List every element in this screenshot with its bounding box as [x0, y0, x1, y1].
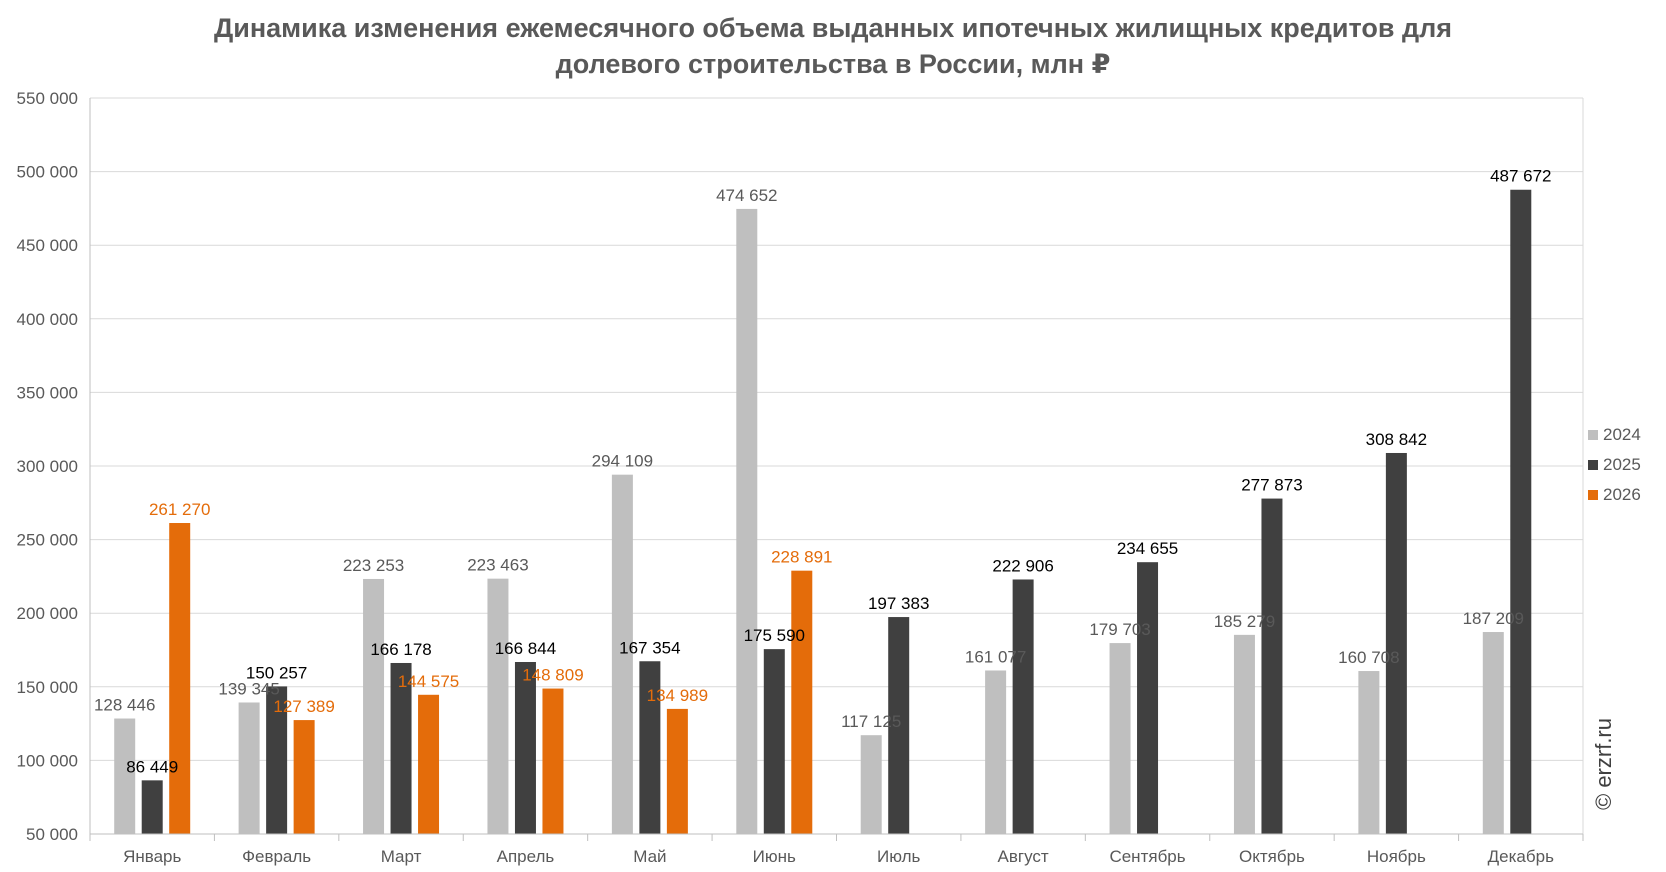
x-tick-label: Апрель — [497, 847, 555, 866]
y-tick-label: 150 000 — [17, 678, 78, 697]
data-label-2026: 228 891 — [771, 548, 832, 567]
bar-2026 — [791, 570, 813, 834]
data-label-2025: 234 655 — [1117, 539, 1178, 558]
data-label-2024: 294 109 — [592, 452, 653, 471]
y-tick-label: 200 000 — [17, 604, 78, 623]
bar-2024 — [611, 474, 633, 834]
data-label-2024: 179 703 — [1089, 620, 1150, 639]
legend-swatch-2024 — [1588, 430, 1598, 440]
legend-label-2024: 2024 — [1603, 425, 1641, 444]
data-label-2025: 167 354 — [619, 638, 680, 657]
data-label-2024: 223 463 — [467, 556, 528, 575]
legend: 2024 2025 2026 — [1588, 425, 1641, 504]
bar-2024 — [1233, 634, 1255, 834]
data-label-2025: 150 257 — [246, 663, 307, 682]
y-tick-label: 300 000 — [17, 457, 78, 476]
bar-2024 — [1109, 643, 1131, 834]
axes: 50 000 100 000 150 000 200 000 250 000 300 00… — [17, 89, 1584, 866]
y-tick-label: 350 000 — [17, 383, 78, 402]
x-tick-label: Декабрь — [1488, 847, 1554, 866]
bar-2025 — [1261, 498, 1283, 834]
x-tick-label: Июль — [877, 847, 921, 866]
bar-2026 — [169, 523, 191, 834]
copyright-watermark: © erzrf.ru — [1591, 718, 1616, 810]
data-label-2026: 144 575 — [398, 672, 459, 691]
data-label-2024: 185 279 — [1214, 612, 1275, 631]
data-label-2025: 222 906 — [992, 556, 1053, 575]
data-label-2025: 308 842 — [1366, 430, 1427, 449]
data-label-2024: 161 077 — [965, 647, 1026, 666]
bar-2025 — [266, 686, 288, 834]
data-label-2024: 474 652 — [716, 186, 777, 205]
chart-title-line-1: Динамика изменения ежемесячного объема в… — [213, 13, 1453, 43]
bar-2025 — [390, 662, 412, 834]
bar-2026 — [666, 708, 688, 834]
bar-2025 — [1385, 452, 1407, 834]
bar-2026 — [542, 688, 564, 834]
legend-label-2026: 2026 — [1603, 485, 1641, 504]
bar-2024 — [736, 208, 758, 835]
x-tick-label: Октябрь — [1239, 847, 1305, 866]
bar-2025 — [514, 662, 536, 834]
x-tick-label: Май — [633, 847, 666, 866]
bar-2024 — [238, 702, 260, 834]
chart-title-line-2: долевого строительства в России, млн ₽ — [555, 49, 1111, 79]
grid-lines — [90, 97, 1584, 834]
data-label-2024: 139 345 — [218, 679, 279, 698]
x-tick-label: Сентябрь — [1109, 847, 1185, 866]
data-label-2025: 175 590 — [744, 626, 805, 645]
x-tick-label: Ноябрь — [1367, 847, 1426, 866]
bar-2025 — [639, 661, 661, 834]
chart-title: Динамика изменения ежемесячного объема в… — [0, 10, 1666, 82]
data-label-2025: 197 383 — [868, 594, 929, 613]
bar-2024 — [487, 578, 509, 834]
data-label-2025: 277 873 — [1241, 476, 1302, 495]
bar-2024 — [114, 718, 136, 834]
x-tick-label: Июнь — [753, 847, 796, 866]
data-label-2024: 223 253 — [343, 556, 404, 575]
legend-swatch-2026 — [1588, 490, 1598, 500]
data-label-2024: 187 209 — [1463, 609, 1524, 628]
bar-2024 — [363, 578, 385, 834]
bar-2025 — [1012, 579, 1034, 834]
data-label-2026: 148 809 — [522, 666, 583, 685]
x-tick-label: Август — [998, 847, 1049, 866]
bar-2025 — [141, 780, 163, 834]
x-tick-label: Март — [381, 847, 422, 866]
y-tick-label: 50 000 — [26, 825, 78, 844]
data-label-2025: 86 449 — [126, 757, 178, 776]
bar-2024 — [860, 735, 882, 834]
bars — [114, 189, 1532, 835]
data-label-2024: 128 446 — [94, 696, 155, 715]
legend-swatch-2025 — [1588, 460, 1598, 470]
x-tick-label: Январь — [123, 847, 181, 866]
y-tick-label: 250 000 — [17, 531, 78, 550]
y-tick-label: 400 000 — [17, 310, 78, 329]
data-label-2024: 160 708 — [1338, 648, 1399, 667]
bar-2026 — [418, 694, 440, 834]
data-label-2024: 117 125 — [841, 712, 901, 731]
bar-2025 — [763, 649, 785, 834]
bar-2024 — [985, 670, 1007, 834]
data-label-2026: 127 389 — [273, 697, 334, 716]
y-tick-label: 500 000 — [17, 163, 78, 182]
y-tick-label: 450 000 — [17, 236, 78, 255]
y-tick-label: 550 000 — [17, 89, 78, 108]
bar-2025 — [1137, 562, 1159, 834]
data-label-2025: 166 844 — [495, 639, 556, 658]
bar-2024 — [1482, 632, 1504, 834]
data-label-2026: 261 270 — [149, 500, 210, 519]
bar-2025 — [888, 617, 910, 834]
legend-label-2025: 2025 — [1603, 455, 1641, 474]
data-label-2026: 134 989 — [647, 686, 708, 705]
x-tick-label: Февраль — [242, 847, 311, 866]
data-label-2025: 166 178 — [370, 640, 431, 659]
bar-2024 — [1358, 671, 1380, 834]
y-tick-label: 100 000 — [17, 751, 78, 770]
bar-2026 — [293, 720, 315, 834]
bar-2025 — [1510, 189, 1532, 834]
data-label-2025: 487 672 — [1490, 167, 1551, 186]
